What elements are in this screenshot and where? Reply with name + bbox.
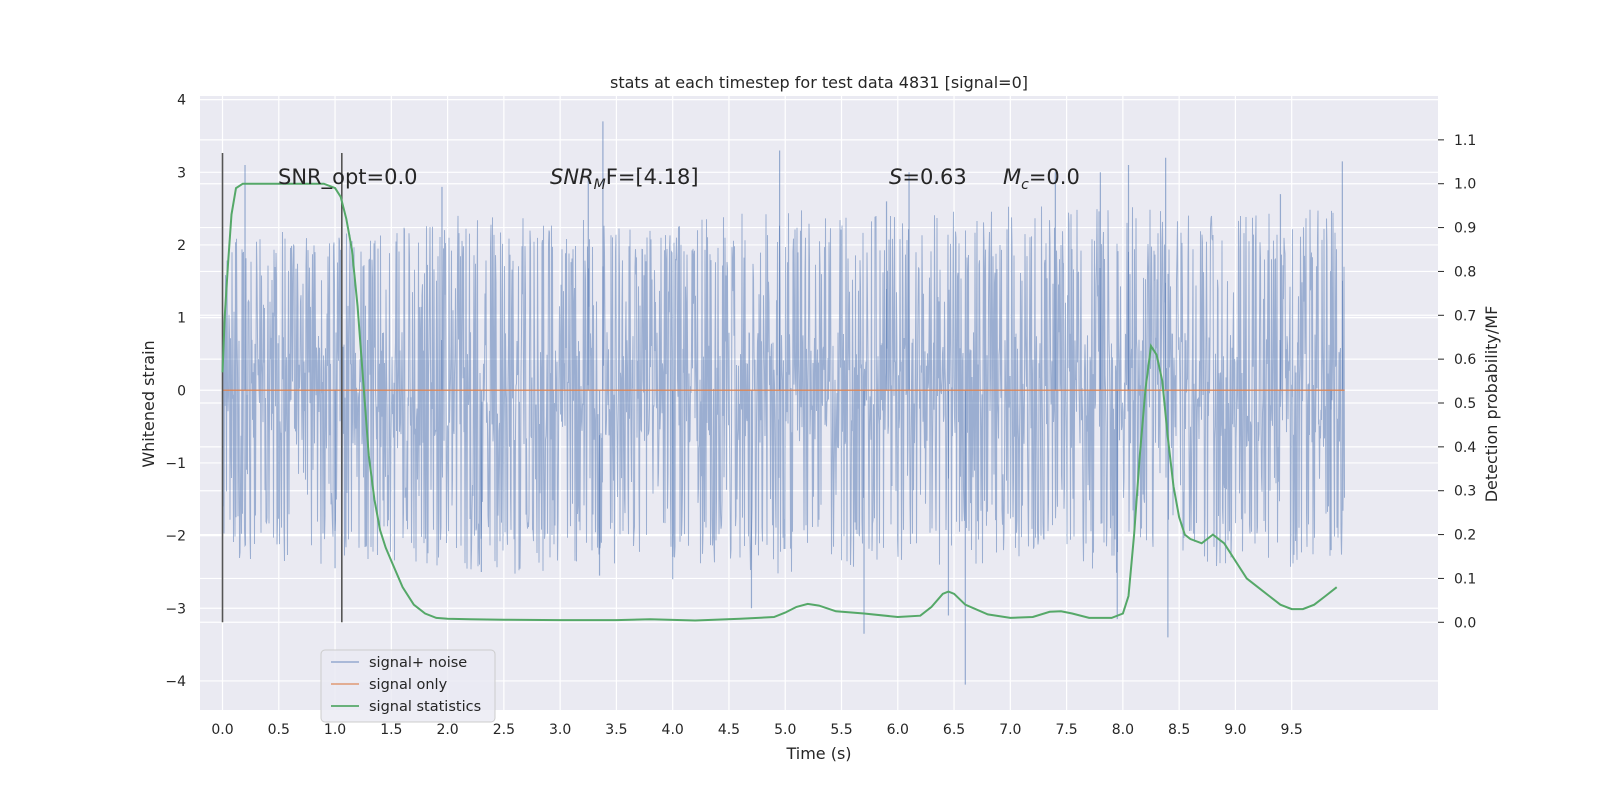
x-tick-label: 6.5 <box>943 722 965 738</box>
y-tick-label: 0 <box>177 383 186 399</box>
annotation-s: S=0.63 <box>889 165 967 189</box>
noise-trace <box>222 206 1345 574</box>
legend-label-signal-statistics: signal statistics <box>369 699 481 715</box>
signal-statistics-line <box>221 182 1338 622</box>
x-tick-label: 2.0 <box>436 722 458 738</box>
legend-label-signal-noise: signal+ noise <box>369 655 467 671</box>
x-tick-label: 2.5 <box>493 722 515 738</box>
x-tick-label: 4.5 <box>718 722 740 738</box>
x-tick-label: 0.0 <box>211 722 233 738</box>
y-tick-label: −4 <box>165 674 186 690</box>
y2-tick-label: 0.1 <box>1454 571 1476 587</box>
y2-tick-label: 0.3 <box>1454 484 1476 500</box>
y-tick-label: −3 <box>165 601 186 617</box>
y-tick-label: 3 <box>177 165 186 181</box>
legend: signal+ noise signal only signal statist… <box>320 649 496 723</box>
y2-tick-label: 0.6 <box>1454 352 1476 368</box>
y2-tick-label: 0.2 <box>1454 528 1476 544</box>
legend-label-signal-only: signal only <box>369 677 448 693</box>
y2-tick-label: 0.0 <box>1454 615 1476 631</box>
legend-box <box>320 649 496 723</box>
x-tick-label: 1.0 <box>324 722 346 738</box>
annotation-snr-opt: SNR_opt=0.0 <box>278 165 418 190</box>
y2-tick-label: 0.4 <box>1454 440 1476 456</box>
x-tick-label: 9.0 <box>1224 722 1246 738</box>
ticks: 0.0 0.5 1.0 1.5 2.0 2.5 3.0 3.5 4.0 4.5 5.0 5.5 6.0 6… <box>165 93 1476 738</box>
x-tick-label: 8.5 <box>1168 722 1190 738</box>
x-tick-label: 3.5 <box>605 722 627 738</box>
chart-title: stats at each timestep for test data 483… <box>610 73 1028 92</box>
y-tick-label: 2 <box>177 238 186 254</box>
x-tick-label: 7.5 <box>1055 722 1077 738</box>
x-tick-label: 3.0 <box>549 722 571 738</box>
y2-tick-label: 0.8 <box>1454 264 1476 280</box>
series-signal-noise <box>222 121 1345 685</box>
y-axis-label: Whitened strain <box>139 340 158 467</box>
x-tick-label: 9.5 <box>1281 722 1303 738</box>
annotation-snr-mf: SNRMF=[4.18] <box>550 165 699 193</box>
annotation-mc: Mc=0.0 <box>1003 165 1080 193</box>
vertical-markers <box>221 153 343 623</box>
x-tick-label: 7.0 <box>999 722 1021 738</box>
y2-axis-label: Detection probability/MF <box>1482 306 1501 503</box>
x-tick-label: 5.5 <box>830 722 852 738</box>
y2-tick-label: 0.7 <box>1454 308 1476 324</box>
x-tick-label: 6.0 <box>887 722 909 738</box>
series-signal-statistics <box>221 182 1338 622</box>
y-tick-label: 1 <box>177 311 186 327</box>
x-tick-label: 4.0 <box>662 722 684 738</box>
x-axis-label: Time (s) <box>785 744 851 763</box>
y-tick-label: −1 <box>165 456 186 472</box>
x-tick-label: 8.0 <box>1112 722 1134 738</box>
y2-tick-label: 1.1 <box>1454 133 1476 149</box>
x-tick-label: 1.5 <box>380 722 402 738</box>
y-tick-label: −2 <box>165 529 186 545</box>
y-tick-label: 4 <box>177 93 186 109</box>
x-tick-label: 0.5 <box>268 722 290 738</box>
x-tick-label: 5.0 <box>774 722 796 738</box>
y2-tick-label: 0.9 <box>1454 221 1476 237</box>
y2-tick-label: 1.0 <box>1454 177 1476 193</box>
y2-tick-label: 0.5 <box>1454 396 1476 412</box>
